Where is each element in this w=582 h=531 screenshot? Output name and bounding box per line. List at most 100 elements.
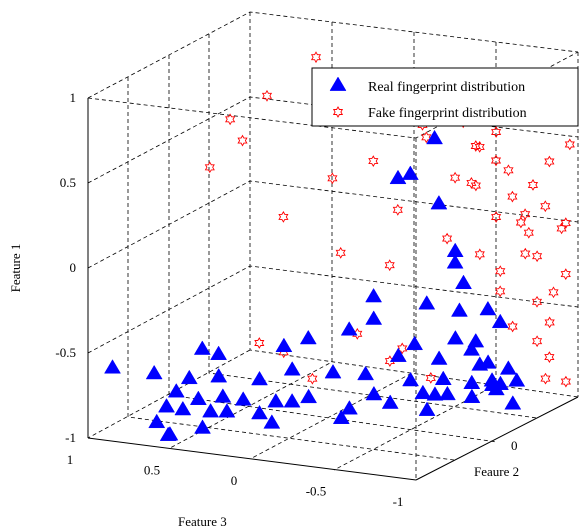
real-fingerprint-point bbox=[357, 365, 375, 381]
fake-fingerprint-point bbox=[450, 171, 461, 184]
fake-fingerprint-point bbox=[491, 211, 502, 223]
fake-fingerprint-point bbox=[490, 154, 502, 167]
real-fingerprint-point bbox=[202, 403, 220, 418]
real-fingerprint-point bbox=[340, 400, 358, 415]
legend: Real fingerprint distribution Fake finge… bbox=[311, 67, 579, 127]
fake-fingerprint-point bbox=[392, 203, 403, 216]
fake-fingerprint-point bbox=[491, 126, 502, 138]
real-fingerprint-point bbox=[283, 393, 301, 408]
real-fingerprint-point bbox=[365, 310, 383, 325]
fake-fingerprint-point bbox=[540, 372, 551, 385]
real-fingerprint-point bbox=[104, 359, 121, 374]
real-fingerprint-point bbox=[193, 340, 211, 355]
fake-fingerprint-point bbox=[384, 259, 395, 272]
real-fingerprint-point bbox=[463, 374, 481, 389]
feature3-tick-label: -1 bbox=[393, 494, 404, 509]
real-fingerprint-point bbox=[365, 385, 383, 401]
fake-fingerprint-point bbox=[421, 131, 432, 144]
legend-marker-fake bbox=[332, 106, 344, 118]
legend-hexagram-icon bbox=[332, 106, 344, 118]
real-fingerprint-point bbox=[158, 398, 175, 413]
real-fingerprint-point bbox=[438, 385, 456, 401]
real-fingerprint-point bbox=[275, 337, 293, 352]
fake-fingerprint-point bbox=[556, 222, 567, 235]
real-fingerprint-point bbox=[267, 393, 285, 408]
real-fingerprint-point bbox=[463, 341, 480, 356]
real-fingerprint-point bbox=[389, 169, 407, 185]
real-fingerprint-point bbox=[148, 413, 166, 429]
real-fingerprint-point bbox=[418, 401, 436, 416]
real-fingerprint-point bbox=[426, 386, 444, 401]
fake-fingerprint-point bbox=[470, 179, 481, 192]
real-fingerprint-point bbox=[418, 295, 436, 310]
fake-fingerprint-point bbox=[540, 200, 551, 213]
real-fingerprint-point bbox=[214, 388, 232, 403]
real-fingerprint-point bbox=[492, 375, 509, 390]
real-fingerprint-point bbox=[451, 302, 468, 317]
fake-fingerprint-point bbox=[261, 89, 273, 102]
fake-fingerprint-point bbox=[507, 190, 518, 203]
real-fingerprint-point bbox=[218, 403, 236, 418]
real-fingerprint-point bbox=[479, 300, 497, 316]
fake-fingerprint-point bbox=[470, 140, 481, 152]
real-fingerprint-point bbox=[324, 364, 342, 379]
fake-fingerprint-point bbox=[523, 226, 534, 239]
legend-label-fake: Fake fingerprint distribution bbox=[368, 106, 527, 121]
real-fingerprint-point bbox=[504, 395, 522, 410]
fake-fingerprint-point bbox=[520, 208, 531, 221]
real-fingerprint-point bbox=[180, 369, 198, 385]
fake-fingerprint-point bbox=[503, 164, 514, 177]
real-fingerprint-point bbox=[332, 409, 350, 424]
real-fingerprint-point bbox=[300, 388, 318, 404]
fake-fingerprint-point bbox=[425, 372, 436, 384]
real-fingerprint-point bbox=[145, 364, 163, 380]
fake-fingerprint-point bbox=[560, 375, 571, 388]
legend-triangle-icon bbox=[329, 76, 347, 91]
fake-fingerprint-point bbox=[278, 211, 289, 223]
real-fingerprint-point bbox=[446, 330, 464, 345]
real-fingerprint-point bbox=[159, 426, 177, 441]
fake-fingerprint-point bbox=[474, 248, 485, 261]
real-fingerprint-point bbox=[194, 419, 211, 434]
real-fingerprint-point bbox=[340, 321, 358, 336]
real-fingerprint-point bbox=[167, 383, 185, 398]
real-fingerprint-point bbox=[455, 274, 472, 289]
real-fingerprint-point bbox=[471, 356, 489, 371]
real-fingerprint-point bbox=[401, 165, 419, 180]
fake-fingerprint-point bbox=[442, 232, 453, 245]
fake-fingerprint-point bbox=[560, 268, 571, 280]
fake-fingerprint-point bbox=[495, 265, 506, 278]
fake-fingerprint-point bbox=[532, 335, 543, 348]
feature1-tick-label: 0 bbox=[70, 260, 77, 275]
feature2-axis-label: Feaure 2 bbox=[474, 464, 519, 479]
feature1-axis-label: Feature 1 bbox=[8, 244, 23, 293]
real-fingerprint-point bbox=[189, 390, 207, 405]
feature3-tick-label: 0 bbox=[231, 473, 238, 488]
real-fingerprint-point bbox=[434, 370, 452, 385]
real-fingerprint-point bbox=[402, 371, 419, 387]
fake-fingerprint-point bbox=[531, 295, 543, 308]
fake-fingerprint-point bbox=[507, 320, 518, 333]
feature3-axis-label: Feature 3 bbox=[178, 514, 227, 529]
feature3-axis bbox=[87, 437, 417, 481]
fake-fingerprint-point bbox=[204, 161, 215, 174]
feature3-tick-label: 1 bbox=[67, 452, 74, 467]
fake-fingerprint-point bbox=[548, 286, 559, 299]
real-fingerprint-point bbox=[299, 329, 317, 345]
real-fingerprint-point bbox=[365, 287, 383, 303]
fake-fingerprint-point bbox=[564, 138, 575, 151]
real-fingerprint-point bbox=[210, 368, 228, 383]
real-fingerprint-point bbox=[426, 129, 443, 145]
feature3-tick-label: 0.5 bbox=[144, 463, 160, 478]
axes-box bbox=[87, 11, 579, 481]
real-fingerprint-point bbox=[389, 347, 407, 362]
fake-fingerprint-point bbox=[335, 246, 346, 259]
legend-box bbox=[311, 67, 579, 127]
real-fingerprint-point bbox=[406, 335, 424, 351]
fake-fingerprint-point bbox=[307, 372, 318, 385]
fake-fingerprint-point bbox=[544, 316, 555, 329]
real-fingerprint-point bbox=[508, 372, 526, 387]
feature2-axis bbox=[415, 396, 579, 481]
fake-fingerprint-point bbox=[327, 172, 338, 185]
